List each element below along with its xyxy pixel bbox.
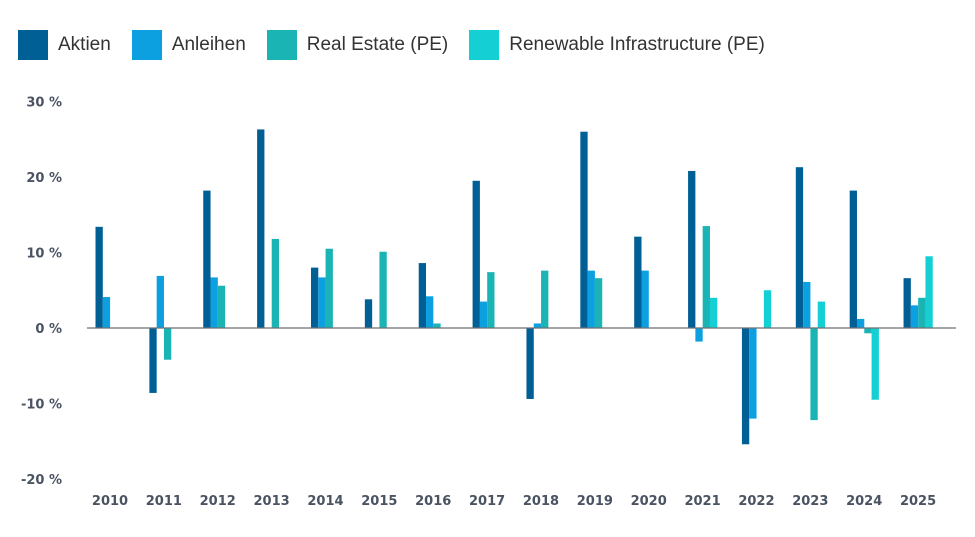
bar-aktien-2014 — [310, 267, 319, 328]
bar-anleihen-2018 — [533, 323, 542, 328]
bar-anleihen-2024 — [856, 318, 865, 328]
bar-real-estate-pe--2011 — [163, 328, 172, 360]
bar-aktien-2012 — [203, 190, 211, 328]
bar-anleihen-2021 — [695, 328, 703, 342]
x-tick-label: 2016 — [415, 494, 451, 509]
bar-aktien-2020 — [634, 236, 642, 328]
x-tick-label: 2022 — [738, 494, 774, 509]
bar-anleihen-2016 — [426, 296, 434, 328]
bar-real-estate-pe--2017 — [487, 272, 495, 328]
bar-anleihen-2011 — [156, 275, 164, 328]
x-tick-label: 2019 — [577, 494, 613, 509]
x-tick-label: 2020 — [631, 494, 667, 509]
bar-aktien-2013 — [257, 129, 265, 328]
bar-anleihen-2017 — [479, 301, 488, 328]
x-tick-label: 2024 — [846, 494, 882, 509]
legend-label: Renewable Infrastructure (PE) — [509, 34, 765, 55]
bar-aktien-2022 — [741, 328, 750, 445]
legend-item: Anleihen — [131, 30, 246, 60]
x-tick-label: 2023 — [792, 494, 828, 509]
bar-anleihen-2025 — [910, 305, 919, 328]
bar-real-estate-pe--2013 — [271, 238, 280, 328]
x-tick-label: 2018 — [523, 494, 559, 509]
bar-aktien-2011 — [149, 328, 157, 393]
x-tick-label: 2021 — [684, 494, 720, 509]
bar-real-estate-pe--2024 — [864, 328, 872, 334]
x-tick-label: 2017 — [469, 494, 505, 509]
bar-aktien-2021 — [688, 170, 696, 328]
y-tick-label: 0 % — [35, 322, 62, 337]
bar-aktien-2016 — [418, 263, 427, 328]
x-tick-label: 2015 — [361, 494, 397, 509]
legend-swatch — [18, 30, 48, 60]
bar-aktien-2023 — [795, 167, 804, 328]
bar-anleihen-2012 — [210, 277, 218, 328]
y-tick-label: 20 % — [26, 171, 62, 186]
legend-item: Real Estate (PE) — [266, 30, 449, 60]
legend-label: Real Estate (PE) — [306, 34, 449, 55]
legend: Aktien Anleihen Real Estate (PE) Renewable … — [18, 30, 786, 60]
x-tick-label: 2011 — [146, 494, 182, 509]
bar-real-estate-pe--2023 — [810, 328, 818, 421]
bar-renewable-infrastructure-pe--2024 — [871, 328, 879, 400]
bar-renewable-infrastructure-pe--2023 — [817, 301, 826, 328]
bar-real-estate-pe--2014 — [325, 248, 333, 328]
legend-label: Anleihen — [171, 34, 246, 55]
bar-real-estate-pe--2019 — [594, 278, 603, 328]
bar-anleihen-2022 — [749, 328, 757, 419]
bar-real-estate-pe--2025 — [918, 297, 926, 328]
bar-aktien-2019 — [580, 131, 588, 328]
y-tick-label: 30 % — [26, 96, 62, 111]
legend-item: Aktien — [18, 30, 111, 60]
bar-real-estate-pe--2021 — [702, 226, 710, 328]
legend-swatch — [266, 30, 297, 60]
bar-real-estate-pe--2016 — [433, 323, 441, 328]
bar-anleihen-2019 — [587, 270, 595, 328]
x-tick-label: 2025 — [900, 494, 936, 509]
y-tick-label: 10 % — [26, 247, 62, 262]
bar-aktien-2015 — [364, 299, 373, 328]
bar-real-estate-pe--2012 — [217, 285, 226, 328]
y-tick-label: -20 % — [21, 473, 62, 488]
bar-anleihen-2020 — [641, 270, 649, 328]
x-tick-label: 2010 — [92, 494, 128, 509]
bar-real-estate-pe--2018 — [541, 270, 549, 328]
bar-anleihen-2023 — [803, 281, 811, 328]
x-tick-label: 2012 — [200, 494, 236, 509]
bar-aktien-2024 — [849, 190, 857, 328]
legend-swatch — [131, 30, 162, 60]
bar-real-estate-pe--2015 — [379, 251, 387, 328]
bar-aktien-2017 — [472, 180, 480, 328]
bar-anleihen-2014 — [318, 277, 326, 328]
x-tick-label: 2013 — [254, 494, 290, 509]
x-tick-label: 2014 — [307, 494, 343, 509]
bar-aktien-2010 — [95, 226, 103, 328]
legend-item: Renewable Infrastructure (PE) — [469, 30, 765, 60]
legend-label: Aktien — [58, 34, 111, 55]
bar-aktien-2018 — [526, 328, 534, 399]
legend-swatch — [469, 30, 500, 60]
y-tick-label: -10 % — [21, 398, 62, 413]
bar-aktien-2025 — [903, 278, 911, 328]
bar-renewable-infrastructure-pe--2022 — [763, 290, 772, 328]
bar-renewable-infrastructure-pe--2025 — [925, 256, 933, 328]
bar-anleihen-2010 — [102, 297, 111, 328]
bar-renewable-infrastructure-pe--2021 — [709, 297, 718, 328]
